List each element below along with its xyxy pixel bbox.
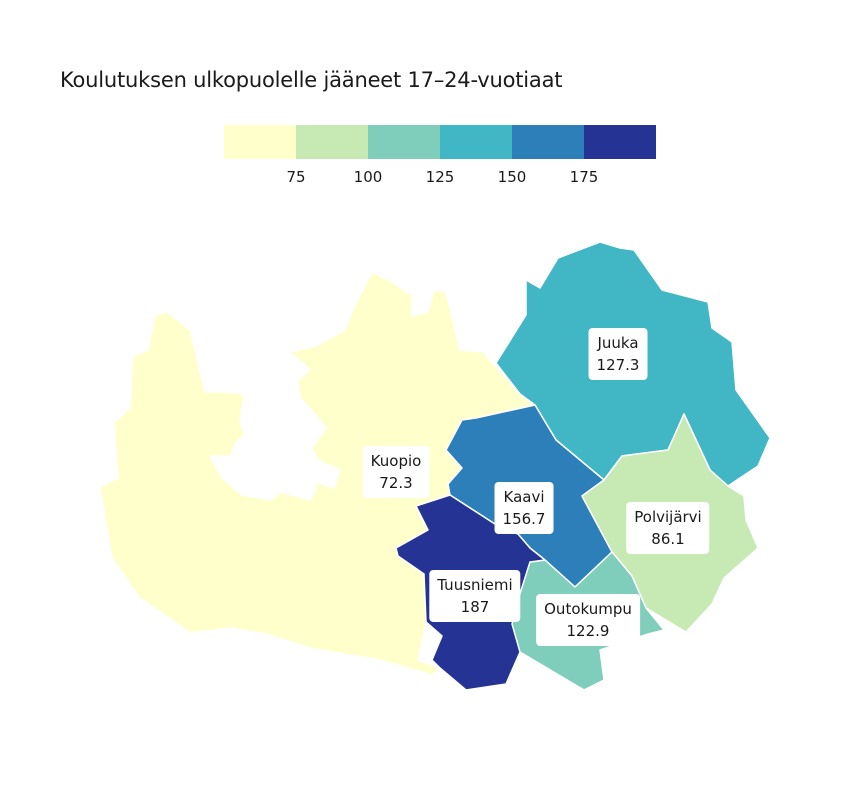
legend-tick-label: 100: [353, 168, 383, 186]
region-value: 86.1: [651, 530, 685, 548]
region-label-kuopio: Kuopio 72.3: [362, 446, 430, 498]
legend-swatch: [512, 125, 584, 159]
region-label-outokumpu: Outokumpu 122.9: [536, 594, 640, 646]
region-name: Polvijärvi: [634, 508, 702, 526]
legend-tick-label: 75: [286, 168, 306, 186]
legend-swatch: [224, 125, 296, 159]
region-label-kaavi: Kaavi 156.7: [494, 482, 554, 534]
region-value: 156.7: [502, 510, 546, 528]
legend-tick-label: 125: [425, 168, 455, 186]
color-legend: [224, 125, 656, 159]
legend-swatch: [584, 125, 656, 159]
legend-tick-label: 150: [497, 168, 527, 186]
region-label-tuusniemi: Tuusniemi 187: [429, 570, 521, 622]
region-name: Kuopio: [370, 452, 422, 470]
region-value: 187: [460, 598, 490, 616]
legend-ticks: 75 100 125 150 175: [0, 168, 864, 192]
region-name: Tuusniemi: [437, 576, 513, 594]
region-label-juuka: Juuka 127.3: [588, 328, 648, 380]
region-value: 127.3: [596, 356, 640, 374]
legend-swatch: [440, 125, 512, 159]
region-label-polvijarvi: Polvijärvi 86.1: [626, 502, 710, 554]
region-name: Outokumpu: [544, 600, 632, 618]
region-value: 122.9: [566, 622, 610, 640]
legend-tick-label: 175: [569, 168, 599, 186]
legend-swatch: [368, 125, 440, 159]
region-name: Kaavi: [503, 488, 545, 506]
map-title: Koulutuksen ulkopuolelle jääneet 17–24-v…: [60, 68, 563, 92]
region-value: 72.3: [379, 474, 413, 492]
region-name: Juuka: [597, 334, 639, 352]
legend-swatch: [296, 125, 368, 159]
region-kuopio[interactable]: [99, 271, 536, 676]
